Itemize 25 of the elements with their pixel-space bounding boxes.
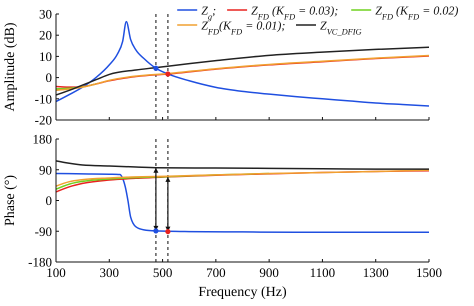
y-axis-title: Amplitude (dB)	[3, 22, 18, 112]
y-tick-label: -20	[34, 112, 52, 128]
x-tick-label: 900	[259, 265, 279, 280]
legend-label: Z$_{FD}$ (K$_{FD}$ = 0.03);	[251, 4, 338, 21]
x-axis-title: Frequency (Hz)	[198, 285, 287, 300]
x-tick-label: 500	[152, 265, 172, 280]
x-tick-label: 1100	[310, 265, 336, 280]
y-tick-label: 180	[32, 132, 52, 146]
legend-label: Z$_{FD}$ (K$_{FD}$ = 0.02)	[375, 4, 458, 21]
x-tick-label: 1500	[416, 265, 442, 280]
y-tick-label: 0	[46, 193, 52, 208]
y-tick-label: -10	[34, 91, 52, 106]
x-tick-label: 1300	[362, 265, 389, 280]
y-tick-label: 30	[39, 6, 52, 22]
y-tick-label: 20	[39, 28, 52, 43]
legend-label: Z$_{VC_DFIG}$	[320, 18, 362, 36]
x-tick-label: 700	[206, 265, 226, 280]
y-tick-label: -90	[34, 224, 52, 239]
y-tick-label: -180	[28, 254, 52, 270]
y-tick-label: 10	[39, 48, 52, 64]
x-tick-label: 300	[100, 265, 120, 280]
y-tick-label: 0	[46, 70, 52, 86]
legend-label: Z$_{g}$;	[201, 4, 216, 21]
y-tick-label: 90	[39, 162, 52, 178]
y-axis-title: Phase (°)	[3, 174, 18, 226]
